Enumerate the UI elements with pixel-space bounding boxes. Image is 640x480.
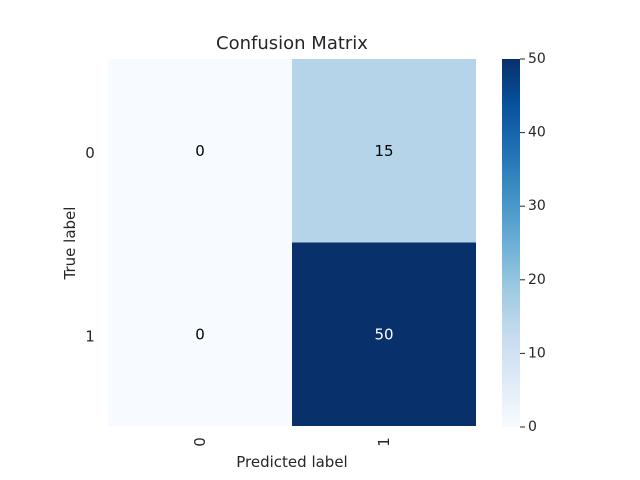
colorbar-tick-label-3: 30 bbox=[528, 198, 546, 214]
chart-title: Confusion Matrix bbox=[216, 33, 368, 54]
colorbar-tick-labels: 0 10 20 30 40 50 bbox=[520, 51, 546, 435]
heatmap-cells bbox=[108, 59, 476, 426]
heatmap-cell-1-0 bbox=[108, 242, 292, 426]
colorbar-tick-label-1: 10 bbox=[528, 345, 546, 361]
x-tick-label-1: 1 bbox=[375, 437, 393, 447]
heatmap-cell-0-0 bbox=[108, 59, 292, 243]
colorbar-tick-label-0: 0 bbox=[528, 419, 537, 435]
y-axis-label: True label bbox=[61, 207, 79, 281]
heatmap-cell-1-1 bbox=[292, 242, 476, 426]
y-tick-labels: 01 bbox=[85, 144, 95, 346]
colorbar bbox=[502, 59, 520, 427]
heatmap-cell-labels: 0 15 0 50 bbox=[195, 142, 393, 344]
colorbar-tick-label-2: 20 bbox=[528, 272, 546, 288]
cell-value-1-0: 0 bbox=[195, 325, 205, 343]
colorbar-tick-label-4: 40 bbox=[528, 125, 546, 141]
heatmap-cell-0-1 bbox=[292, 59, 476, 243]
y-tick-label-0: 0 bbox=[85, 144, 95, 162]
cell-value-1-1: 50 bbox=[374, 325, 393, 343]
x-axis-label: Predicted label bbox=[236, 453, 347, 471]
x-tick-label-0: 0 bbox=[191, 437, 209, 447]
cell-value-0-1: 15 bbox=[374, 142, 393, 160]
cell-value-0-0: 0 bbox=[195, 142, 205, 160]
y-tick-label-1: 1 bbox=[85, 327, 95, 345]
colorbar-tick-label-5: 50 bbox=[528, 51, 546, 67]
